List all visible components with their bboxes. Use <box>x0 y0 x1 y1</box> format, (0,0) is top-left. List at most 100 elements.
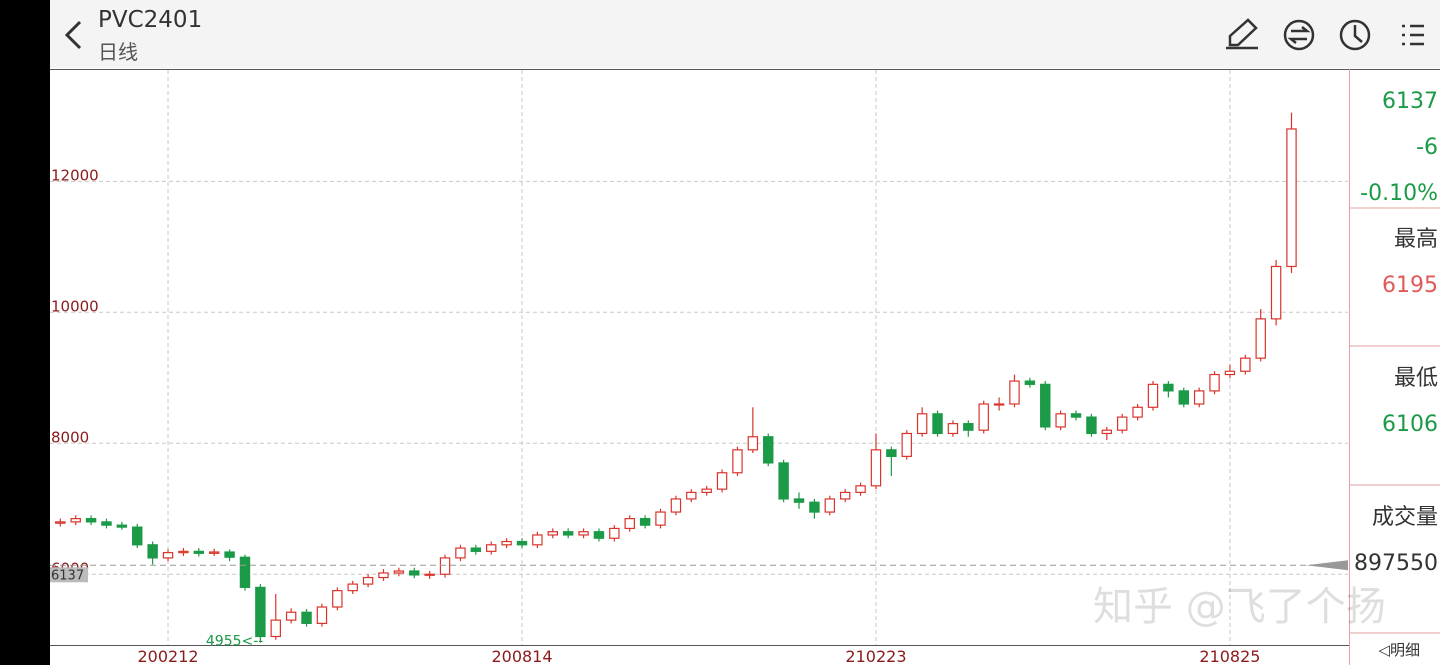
candle-body <box>178 550 189 554</box>
x-tick-label: 210223 <box>845 647 906 665</box>
candle-body <box>455 547 466 559</box>
candle-body <box>1163 383 1174 392</box>
candle-body <box>239 556 251 588</box>
candle-body <box>1009 380 1020 405</box>
candle-body <box>393 570 405 574</box>
y-tick-label: 12000 <box>51 166 99 184</box>
candle-body <box>609 527 620 539</box>
candle-body <box>255 586 266 638</box>
candle-body <box>424 573 435 576</box>
candle-body <box>716 472 728 490</box>
candle-body <box>562 531 574 536</box>
x-tick-label: 210825 <box>1199 647 1260 665</box>
candle-body <box>1116 416 1128 431</box>
menu-icon[interactable] <box>1402 24 1424 46</box>
candle-body <box>1070 413 1082 418</box>
candle-body <box>409 570 420 576</box>
candle-body <box>1055 413 1066 428</box>
candle-body <box>1101 429 1113 435</box>
candle-body <box>101 521 112 526</box>
contract-title: PVC2401 <box>98 7 202 33</box>
candle-body <box>301 611 312 624</box>
price-change-pct: -0.10% <box>1360 181 1438 206</box>
period-label: 日线 <box>98 40 138 64</box>
time-icon[interactable] <box>1339 19 1371 51</box>
candle-body <box>947 423 959 435</box>
candle-body <box>1086 416 1097 435</box>
high-value: 6195 <box>1382 273 1438 298</box>
candle-body <box>1132 406 1143 418</box>
candle-body <box>701 488 712 494</box>
candle-body <box>793 498 805 503</box>
candle-body <box>224 551 235 558</box>
candle-body <box>1147 383 1159 408</box>
candle-body <box>578 531 589 536</box>
x-tick-label: 200814 <box>491 647 552 665</box>
low-value: 6106 <box>1382 412 1438 437</box>
header-bar <box>50 0 1440 68</box>
candle-body <box>1040 383 1051 428</box>
candle-body <box>747 436 759 451</box>
candle-body <box>1024 380 1036 385</box>
candle-body <box>70 518 81 523</box>
candle-body <box>55 521 66 524</box>
candle-body <box>593 531 605 539</box>
x-tick-label: 200212 <box>137 647 198 665</box>
candle-body <box>639 518 651 526</box>
candle-body <box>824 498 836 513</box>
candle-body <box>470 547 482 552</box>
last-price: 6137 <box>1382 89 1438 114</box>
current-price-tag-label: 6137 <box>51 568 84 583</box>
candle-body <box>732 449 743 474</box>
candle-body <box>978 403 989 431</box>
switch-icon[interactable] <box>1283 19 1315 51</box>
volume-label: 成交量 <box>1372 505 1438 530</box>
candle-body <box>439 557 451 575</box>
watermark: 知乎 @飞了个扬 <box>1093 584 1386 630</box>
candle-body <box>362 576 374 585</box>
high-label: 最高 <box>1394 227 1438 252</box>
candle-body <box>1178 390 1189 405</box>
candle-body <box>624 518 635 530</box>
candle-body <box>963 423 974 431</box>
candle-body <box>855 485 866 494</box>
candle-body <box>916 413 928 435</box>
y-tick-label: 10000 <box>51 297 99 315</box>
detail-button[interactable]: ◁明细 <box>1378 641 1420 659</box>
candle-body <box>809 501 820 513</box>
candle-body <box>901 432 912 457</box>
candle-body <box>501 540 512 546</box>
draw-icon[interactable] <box>1226 18 1258 50</box>
y-tick-label: 8000 <box>51 428 89 446</box>
low-label: 最低 <box>1394 366 1438 391</box>
candle-body <box>932 413 943 435</box>
candle-body <box>285 611 297 621</box>
candle-body <box>547 531 558 536</box>
back-button[interactable] <box>64 20 82 50</box>
candle-body <box>993 403 1005 406</box>
candle-body <box>655 511 666 526</box>
current-price-tag <box>50 567 88 583</box>
candle-body <box>1270 265 1282 320</box>
candle-body <box>778 462 789 500</box>
candle-body <box>1255 318 1266 359</box>
candle-body <box>1286 128 1297 268</box>
candle-body <box>886 449 897 457</box>
volume-value: 897550 <box>1354 551 1438 576</box>
left-edge <box>0 0 50 665</box>
candle-body <box>208 551 220 554</box>
candle-body <box>316 606 328 624</box>
candle-body <box>1209 373 1220 392</box>
candle-body <box>193 550 205 554</box>
current-price-pointer <box>1306 560 1348 571</box>
candle-body <box>1240 357 1251 372</box>
price-change: -6 <box>1416 135 1438 160</box>
candle-body <box>839 491 851 500</box>
candle-body <box>532 534 543 546</box>
candle-body <box>270 619 281 638</box>
candle-body <box>670 498 682 513</box>
candle-body <box>347 583 358 592</box>
candle-body <box>1224 370 1236 376</box>
